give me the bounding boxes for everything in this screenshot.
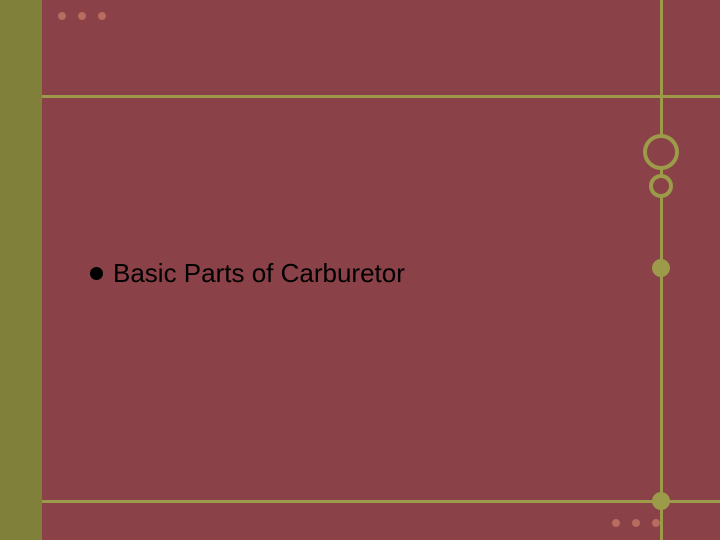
bullet-item: Basic Parts of Carburetor [90, 258, 405, 289]
frame-line-bottom [42, 500, 720, 503]
circle-ornament-mid [652, 259, 670, 277]
bullet-text: Basic Parts of Carburetor [113, 258, 405, 289]
decorative-dots-top [58, 12, 106, 20]
frame-line-top [42, 95, 720, 98]
circle-ornament-bottom [652, 492, 670, 510]
bullet-icon [90, 267, 103, 280]
dot-icon [98, 12, 106, 20]
left-sidebar-bar [0, 0, 42, 540]
dot-icon [652, 519, 660, 527]
ring-ornament-large [643, 134, 679, 170]
dot-icon [58, 12, 66, 20]
dot-icon [612, 519, 620, 527]
slide: Basic Parts of Carburetor [0, 0, 720, 540]
dot-icon [632, 519, 640, 527]
ring-ornament-small [649, 174, 673, 198]
dot-icon [78, 12, 86, 20]
decorative-dots-bottom [612, 519, 660, 527]
